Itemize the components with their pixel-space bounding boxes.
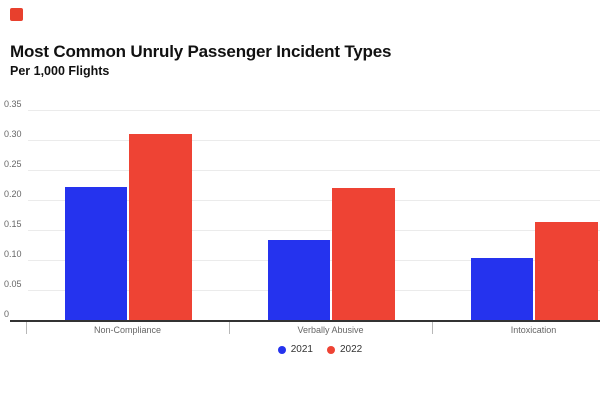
y-axis-label-0.10: 0.10 — [4, 249, 22, 259]
brand-logo-square — [10, 8, 23, 21]
chart-legend: 2021 2022 — [40, 344, 600, 356]
bar-2022-non-compliance — [128, 134, 192, 320]
y-axis-label-0.30: 0.30 — [4, 129, 22, 139]
bar-2022-intoxication — [534, 222, 598, 320]
legend-item-2021: 2021 — [277, 344, 313, 356]
legend-label-2022: 2022 — [340, 344, 363, 355]
y-axis-label-0: 0 — [4, 309, 10, 319]
x-axis-line — [10, 320, 600, 322]
y-axis-label-0.15: 0.15 — [4, 219, 22, 229]
legend-item-2022: 2022 — [327, 344, 362, 356]
bar-2021-non-compliance — [64, 187, 127, 320]
y-axis-label-0.35: 0.35 — [4, 99, 22, 109]
bar-2022-verbally-abusive — [331, 188, 395, 320]
y-axis-label-0.05: 0.05 — [4, 279, 22, 289]
legend-dot-2021 — [277, 346, 286, 354]
x-axis-label-intoxication: Intoxication — [510, 325, 557, 335]
gridline-0.15 — [28, 230, 600, 231]
x-axis-label-non-compliance: Non-Compliance — [93, 325, 162, 335]
legend-label-2021: 2021 — [290, 344, 313, 355]
gridline-0.20 — [28, 200, 600, 201]
gridline-0.25 — [28, 170, 600, 171]
x-axis-tick-intoxication — [432, 322, 433, 334]
gridline-0.30 — [28, 140, 600, 141]
y-axis-label-0.20: 0.20 — [4, 189, 22, 199]
bar-2021-verbally-abusive — [267, 240, 330, 320]
legend-dot-2022 — [327, 346, 335, 354]
x-axis-label-verbally-abusive: Verbally Abusive — [297, 325, 364, 335]
bar-2021-intoxication — [470, 258, 533, 320]
x-axis-tick-verbally-abusive — [229, 322, 230, 334]
chart-subtitle: Per 1,000 Flights — [10, 64, 110, 78]
chart-title: Most Common Unruly Passenger Incident Ty… — [10, 42, 392, 61]
x-axis-tick-non-compliance — [26, 322, 27, 334]
gridline-0.35 — [28, 110, 600, 111]
y-axis-label-0.25: 0.25 — [4, 159, 22, 169]
